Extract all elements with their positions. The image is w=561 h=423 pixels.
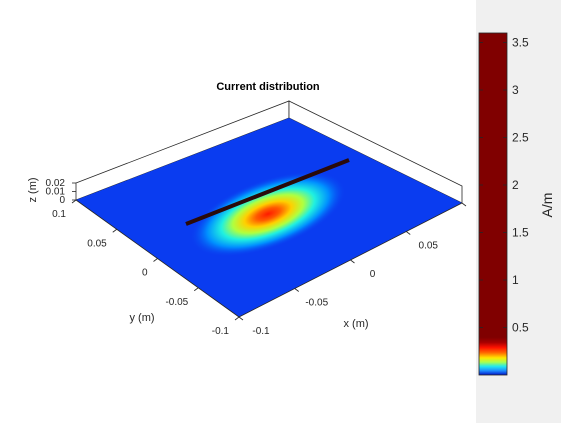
y-tick-label: -0.05 — [165, 297, 188, 308]
y-tick-mark — [194, 287, 199, 292]
x-tick-mark — [406, 231, 411, 235]
colorbar-tick-label: 0.5 — [512, 321, 529, 335]
z-tick-label: 0 — [59, 195, 65, 206]
y-axis-ticks: 0.1 0.05 0 -0.05 -0.1 — [52, 199, 240, 337]
colorbar-gradient — [478, 32, 508, 376]
y-tick-mark — [234, 316, 240, 321]
x-tick-mark — [294, 288, 299, 292]
colorbar-tick-label: 3 — [512, 83, 519, 97]
current-hotspot — [190, 171, 346, 257]
y-tick-mark — [153, 258, 158, 262]
z-tick-label: 0.02 — [46, 178, 66, 189]
z-axis-label: z (m) — [27, 177, 39, 202]
colorbar-tick-label: 2 — [512, 178, 519, 192]
x-tick-mark — [461, 202, 467, 207]
y-tick-label: -0.1 — [212, 326, 230, 337]
colorbar-tick-label: 2.5 — [512, 131, 529, 145]
x-tick-label: 0 — [370, 269, 376, 280]
x-tick-mark — [238, 316, 244, 321]
y-tick-label: 0.1 — [52, 209, 66, 220]
x-tick-label: 0.05 — [419, 241, 439, 252]
colorbar-tick-label: 1 — [512, 273, 519, 287]
surface-plot — [76, 118, 462, 317]
x-axis-label: x (m) — [343, 318, 368, 330]
colorbar: 3.5 3 2.5 2 1.5 1 0.5 A/m — [478, 32, 555, 376]
colorbar-ticks: 3.5 3 2.5 2 1.5 1 0.5 — [479, 36, 529, 335]
x-tick-label: -0.05 — [305, 298, 328, 309]
feed-line — [185, 158, 350, 226]
y-tick-mark — [112, 228, 117, 233]
y-tick-label: 0 — [142, 268, 148, 279]
colorbar-tick-label: 3.5 — [512, 36, 529, 50]
y-axis-label: y (m) — [129, 312, 154, 324]
colorbar-tick-label: 1.5 — [512, 226, 529, 240]
colorbar-label: A/m — [539, 193, 555, 218]
x-tick-label: -0.1 — [252, 326, 270, 337]
y-tick-mark — [71, 199, 77, 204]
z-axis-ticks: 0.020.010 — [46, 178, 76, 206]
y-tick-label: 0.05 — [87, 238, 107, 249]
x-tick-mark — [350, 259, 355, 264]
chart-title: Current distribution — [216, 81, 320, 93]
z-tick-label: 0.01 — [46, 187, 66, 198]
